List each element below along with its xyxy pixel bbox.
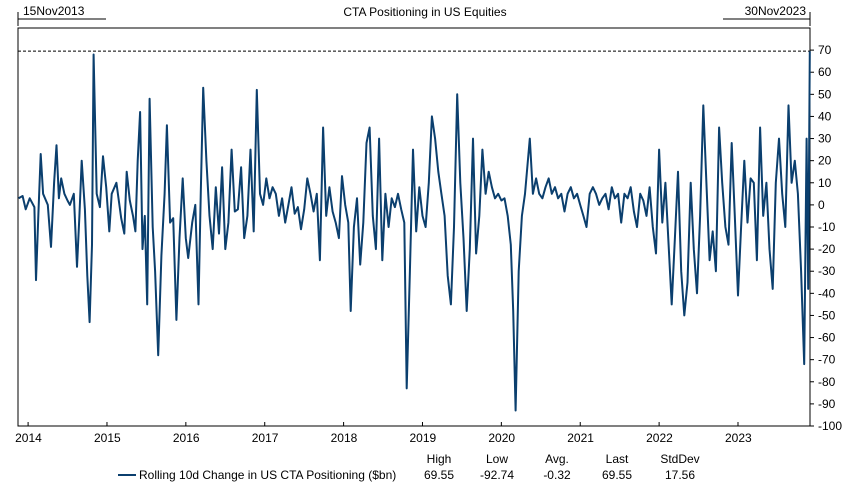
stats-table: High Low Avg. Last StdDev 69.55 -92.74 -… <box>424 452 700 482</box>
y-tick-label: 30 <box>818 132 832 146</box>
y-tick-label: -50 <box>818 308 836 322</box>
y-tick-label: 70 <box>818 43 832 57</box>
stats-header-last: Last <box>606 452 629 466</box>
plot-frame <box>17 27 811 427</box>
y-tick-label: -60 <box>818 331 836 345</box>
stats-value-stddev: 17.56 <box>665 468 695 482</box>
y-tick-label: 50 <box>818 87 832 101</box>
date-end-label: 30Nov2023 <box>745 4 807 18</box>
series-line <box>18 51 811 412</box>
y-tick-label: 40 <box>818 109 832 123</box>
y-tick-label: -30 <box>818 264 836 278</box>
x-tick-label: 2023 <box>725 431 752 445</box>
x-tick-label: 2014 <box>15 431 42 445</box>
stats-value-last: 69.55 <box>602 468 632 482</box>
x-tick-label: 2018 <box>331 431 358 445</box>
x-tick-label: 2022 <box>646 431 673 445</box>
stats-value-high: 69.55 <box>424 468 454 482</box>
x-tick-label: 2017 <box>252 431 279 445</box>
x-tick-label: 2020 <box>488 431 515 445</box>
y-tick-label: 60 <box>818 65 832 79</box>
date-start-label: 15Nov2013 <box>23 4 85 18</box>
stats-header-stddev: StdDev <box>660 452 699 466</box>
y-tick-label: -20 <box>818 242 836 256</box>
stats-value-avg: -0.32 <box>543 468 571 482</box>
y-tick-label: 0 <box>818 198 825 212</box>
y-tick-label: -100 <box>818 419 842 433</box>
x-tick-label: 2019 <box>409 431 436 445</box>
y-tick-label: -90 <box>818 397 836 411</box>
y-tick-label: -40 <box>818 286 836 300</box>
legend-label: Rolling 10d Change in US CTA Positioning… <box>139 468 396 482</box>
x-tick-label: 2015 <box>94 431 121 445</box>
chart-header: 15Nov2013 CTA Positioning in US Equities… <box>17 4 811 26</box>
legend: Rolling 10d Change in US CTA Positioning… <box>118 468 396 482</box>
y-tick-label: -10 <box>818 220 836 234</box>
y-tick-label: -70 <box>818 353 836 367</box>
x-tick-label: 2021 <box>567 431 594 445</box>
x-axis: 2014 2015 2016 2017 2018 2019 2020 2021 2022 2023 <box>15 422 752 445</box>
y-tick-label: 10 <box>818 176 832 190</box>
x-tick-label: 2016 <box>173 431 200 445</box>
stats-value-low: -92.74 <box>480 468 514 482</box>
stats-header-avg: Avg. <box>545 452 569 466</box>
y-tick-label: 20 <box>818 154 832 168</box>
chart-title: CTA Positioning in US Equities <box>343 5 506 19</box>
stats-header-high: High <box>427 452 452 466</box>
y-axis: 70 60 50 40 30 20 10 0 -10 -20 -30 -40 -50 -60 -70 -80 -… <box>810 43 842 433</box>
stats-header-low: Low <box>486 452 508 466</box>
y-tick-label: -80 <box>818 375 836 389</box>
